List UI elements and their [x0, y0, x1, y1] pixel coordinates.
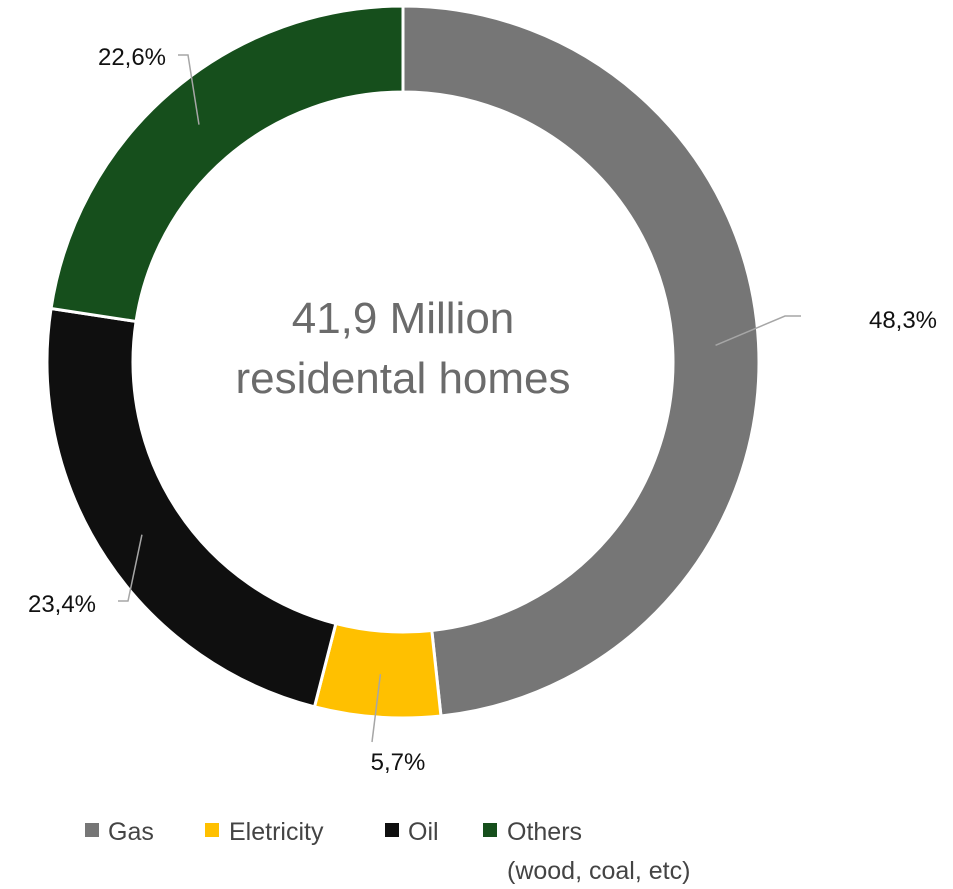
leader-line-gas [715, 315, 801, 346]
legend-label-others: Others [507, 818, 582, 846]
legend-label-oil: Oil [408, 818, 439, 846]
leader-lines [118, 54, 801, 743]
legend-item-others: Others (wood, coal, etc) [483, 818, 690, 885]
slice-gas [401, 4, 761, 718]
legend-swatch-oil [385, 823, 399, 837]
legend-item-eletricity: Eletricity [205, 818, 324, 846]
legend-swatch-others [483, 823, 497, 837]
slice-others [49, 4, 405, 324]
slice-oil [45, 306, 338, 709]
leader-line-others [178, 54, 200, 125]
legend-label-eletricity: Eletricity [229, 818, 324, 846]
center-label-line-2: residental homes [235, 354, 570, 403]
data-label-others: 22,6% [98, 44, 166, 71]
legend-item-gas: Gas [85, 818, 154, 846]
legend-label-gas: Gas [108, 818, 154, 846]
center-label-line-1: 41,9 Million [292, 294, 515, 343]
data-label-eletricity: 5,7% [371, 749, 426, 776]
legend-label-others-line-2: (wood, coal, etc) [507, 857, 690, 885]
leader-line-oil [118, 534, 143, 602]
legend-swatch-gas [85, 823, 99, 837]
leader-line-eletricity [371, 674, 382, 743]
data-label-oil: 23,4% [28, 591, 96, 618]
legend: Gas Eletricity Oil Others (wood, coal, e… [85, 818, 690, 885]
donut-slices [45, 4, 761, 720]
data-label-gas: 48,3% [869, 307, 937, 334]
legend-swatch-eletricity [205, 823, 219, 837]
legend-item-oil: Oil [385, 818, 439, 846]
